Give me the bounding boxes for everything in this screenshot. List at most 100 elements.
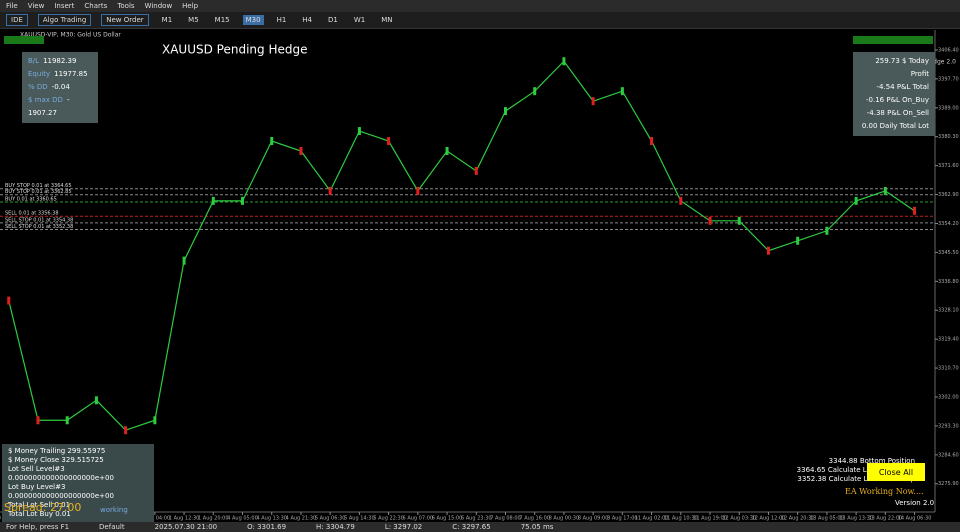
x-tick-label: 5 Aug 22:30	[373, 516, 404, 522]
info-panel: $ Money Trailing 299.55975 $ Money Close …	[2, 444, 154, 522]
toolbar: IDE Algo Trading New Order M1 M5 M15 M30 H1 H4 D1…	[0, 12, 960, 29]
timeframe-button[interactable]: M5	[188, 16, 199, 24]
ea-status: EA Working Now....	[845, 487, 924, 496]
close-all-button[interactable]: Close All	[867, 463, 925, 481]
account-label: % DD	[28, 83, 48, 91]
account-row: % DD -0.04	[28, 81, 92, 94]
candle	[503, 107, 507, 116]
x-tick-label: 8 Aug 09:00	[578, 516, 609, 522]
account-row: B/L 11982.39	[28, 55, 92, 68]
menu-item[interactable]: View	[27, 2, 45, 10]
account-label: $ max DD	[28, 96, 63, 104]
status-item: L: 3297.02	[384, 523, 423, 531]
candle	[737, 216, 741, 225]
candle	[679, 196, 683, 205]
symbol: XAUUSD-VIP, M30: Gold US Dollar	[20, 32, 121, 39]
x-tick-label: 8 Aug 00:30	[549, 516, 580, 522]
x-tick-label: 11 Aug 10:30	[664, 516, 698, 522]
x-tick-label: 5 Aug 06:30	[315, 516, 346, 522]
account-row: $ max DD -1907.27	[28, 94, 92, 120]
status-item: O: 3301.69	[247, 523, 287, 531]
candle	[883, 186, 887, 195]
candle	[562, 57, 566, 66]
y-tick-label: 3302.00	[938, 394, 959, 400]
plot-bg	[0, 30, 935, 512]
account-value: -0.04	[51, 83, 70, 91]
account-value: 11982.39	[43, 57, 77, 65]
candle	[474, 166, 478, 175]
timeframe-button[interactable]: MN	[381, 16, 393, 24]
candle	[854, 196, 858, 205]
y-tick-label: 3354.20	[938, 221, 959, 227]
status-bar: For Help, press F1 Default 2025.07.30 21:0…	[0, 522, 960, 532]
candle	[36, 416, 40, 425]
account-row: Equity 11977.85	[28, 68, 92, 81]
timeframe-button[interactable]: W1	[353, 16, 366, 24]
candle	[182, 256, 186, 265]
menu-item[interactable]: Help	[182, 2, 199, 10]
y-tick-label: 3345.50	[938, 250, 959, 256]
version: Version 2.0	[895, 499, 935, 507]
info-row: $ Money Close 329.515725	[8, 456, 104, 464]
candle	[913, 206, 917, 215]
account-label: B/L	[28, 57, 40, 65]
candle	[211, 196, 215, 205]
candle	[299, 147, 303, 156]
timeframe-button[interactable]: H1	[276, 16, 287, 24]
menu-item[interactable]: Charts	[84, 2, 108, 10]
candle	[825, 226, 829, 235]
candle	[124, 426, 128, 435]
x-tick-label: 6 Aug 15:00	[432, 516, 463, 522]
candle	[65, 416, 69, 425]
y-tick-label: 3319.40	[938, 337, 959, 343]
timeframe-button[interactable]: D1	[328, 16, 338, 24]
candle	[533, 87, 537, 96]
y-tick-label: 3397.70	[938, 76, 959, 82]
x-tick-label: 7 Aug 16:00	[519, 516, 550, 522]
x-tick-label: 14 Aug 06:30	[898, 516, 932, 522]
status-item: C: 3297.65	[452, 523, 491, 531]
candle	[416, 186, 420, 195]
pnl-row: 0.00 Daily Total Lot	[861, 122, 929, 130]
y-tick-label: 3310.70	[938, 366, 959, 372]
y-tick-label: 3275.90	[938, 481, 959, 487]
menu-item[interactable]: Window	[144, 2, 173, 10]
toolbar-button[interactable]: Algo Trading	[37, 14, 92, 26]
timeframe-button[interactable]: M15	[214, 16, 230, 24]
menu-item[interactable]: Insert	[54, 2, 75, 10]
x-tick-label: 12 Aug 12:00	[752, 516, 786, 522]
x-tick-label: 4 Aug 05:00	[227, 516, 258, 522]
x-tick-label: 12 Aug 03:30	[722, 516, 756, 522]
pnl-row: -0.16 P&L On_Buy	[866, 96, 929, 104]
order-label: SELL STOP 0.01 at 3352.38	[5, 224, 73, 230]
account-label: Equity	[28, 70, 51, 78]
y-tick-label: 3380.30	[938, 134, 959, 140]
menu-item[interactable]: Tools	[117, 2, 135, 10]
menu-bar: File View Insert Charts Tools Window Help	[0, 0, 960, 12]
toolbar-button[interactable]: New Order	[101, 14, 149, 26]
toolbar-button[interactable]: IDE	[6, 14, 28, 26]
x-tick-label: 6 Aug 23:30	[461, 516, 492, 522]
order-label: BUY 0.01 at 3360.65	[5, 197, 57, 203]
chart: XAUUSD-VIP, M30: Gold US Dollar XAUUSD P…	[0, 30, 959, 522]
candle	[650, 137, 654, 146]
candle	[387, 137, 391, 146]
x-tick-label: 13 Aug 13:30	[839, 516, 873, 522]
x-tick-label: 13 Aug 22:00	[868, 516, 902, 522]
candle	[94, 396, 98, 405]
y-tick-label: 3389.00	[938, 105, 959, 111]
chart-title: XAUUSD Pending Hedge	[162, 43, 307, 57]
menu-item[interactable]: File	[6, 2, 18, 10]
account-value: 11977.85	[54, 70, 88, 78]
candle	[445, 147, 449, 156]
y-tick-label: 3371.60	[938, 163, 959, 169]
candle	[766, 246, 770, 255]
y-tick-label: 3336.80	[938, 279, 959, 285]
timeframe-button[interactable]: M30	[242, 15, 264, 25]
timeframe-button[interactable]: H4	[302, 16, 312, 24]
info-right: 3344.88 Bottom Position 3364.65 Calculate…	[780, 457, 915, 484]
x-tick-label: 1 Aug 20:00	[198, 516, 229, 522]
y-tick-label: 3293.30	[938, 423, 959, 429]
timeframe-button[interactable]: M1	[161, 16, 173, 24]
